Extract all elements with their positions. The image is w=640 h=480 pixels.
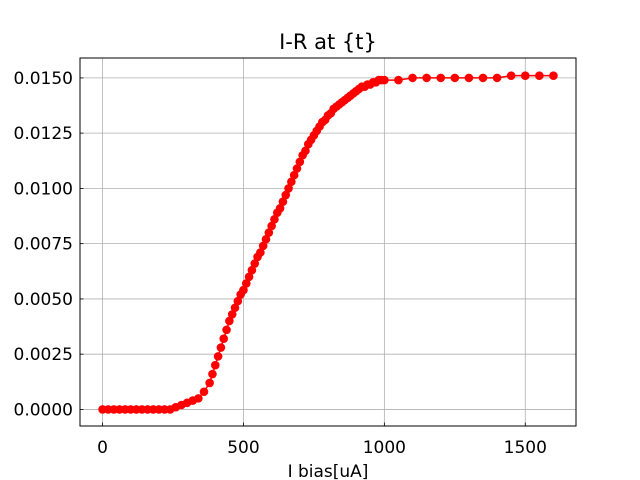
data-point — [422, 73, 431, 83]
data-point — [233, 296, 243, 306]
series-line — [102, 74, 554, 411]
data-point — [247, 265, 257, 275]
data-point — [244, 272, 254, 282]
y-tick-label: 0.0125 — [14, 124, 73, 144]
data-point — [250, 259, 260, 268]
y-tick-label: 0.0075 — [14, 235, 73, 255]
data-point — [301, 146, 310, 156]
data-point — [289, 170, 299, 180]
y-tick-label: 0.0100 — [14, 179, 73, 199]
y-tick-label: 0.0000 — [14, 400, 73, 420]
data-point — [261, 234, 271, 244]
y-tick-label: 0.0025 — [14, 345, 73, 365]
x-axis-label: I bias[uA] — [288, 462, 369, 480]
x-tick-label: 0 — [97, 438, 108, 458]
data-point — [450, 73, 460, 83]
data-point — [205, 378, 214, 388]
y-tick-label: 0.0050 — [14, 290, 73, 310]
data-point — [535, 71, 544, 80]
data-point — [478, 73, 488, 83]
data-point — [506, 71, 516, 80]
data-point — [549, 71, 558, 80]
data-point — [284, 184, 293, 193]
x-tick-label: 1500 — [504, 438, 547, 458]
data-point — [408, 73, 417, 83]
data-point — [394, 75, 403, 85]
data-point — [464, 73, 474, 83]
data-point — [208, 369, 217, 379]
data-point — [436, 73, 446, 83]
data-point — [275, 203, 285, 213]
data-point — [281, 190, 291, 200]
y-tick-label: 0.0150 — [14, 69, 73, 89]
data-point — [222, 325, 231, 335]
chart-title: I-R at {t} — [279, 30, 377, 54]
data-point — [295, 157, 305, 167]
data-point — [380, 75, 389, 85]
data-point — [258, 241, 268, 251]
data-point — [216, 343, 226, 352]
data-point — [241, 279, 251, 288]
data-point — [492, 73, 502, 83]
data-point — [270, 215, 279, 224]
data-point — [210, 360, 220, 370]
plot-frame — [79, 57, 577, 427]
data-point — [520, 71, 530, 80]
data-point — [230, 303, 240, 313]
data-point — [287, 177, 296, 187]
data-point — [264, 228, 274, 237]
data-point — [267, 221, 276, 231]
data-point — [256, 248, 265, 257]
data-point — [278, 197, 288, 206]
data-point — [239, 285, 248, 295]
data-point — [225, 316, 234, 326]
data-point — [199, 387, 209, 397]
data-point — [219, 334, 229, 344]
data-point — [227, 310, 237, 319]
x-tick-label: 1000 — [363, 438, 406, 458]
axis-ticks: 0 500 1000 1500 0.0000 0.0025 0.0050 0.0075 0.01… — [14, 69, 547, 458]
data-series — [98, 71, 558, 414]
grid-lines — [80, 58, 576, 426]
data-point — [213, 352, 223, 361]
x-tick-label: 500 — [227, 438, 259, 458]
data-point — [292, 164, 302, 173]
data-point — [194, 394, 203, 403]
